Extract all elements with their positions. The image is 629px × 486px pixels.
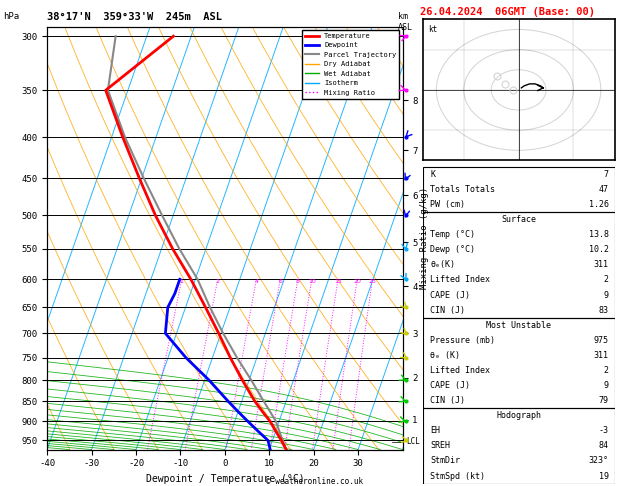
Text: SREH: SREH <box>430 441 450 451</box>
Text: 311: 311 <box>594 260 609 269</box>
Text: © weatheronline.co.uk: © weatheronline.co.uk <box>266 477 363 486</box>
Text: 79: 79 <box>599 396 609 405</box>
Text: 13.8: 13.8 <box>589 230 609 239</box>
Bar <box>423 212 615 318</box>
Text: km
ASL: km ASL <box>398 12 413 32</box>
Text: 4: 4 <box>254 279 259 284</box>
Text: 9: 9 <box>604 381 609 390</box>
Bar <box>423 408 615 484</box>
Text: θₑ(K): θₑ(K) <box>430 260 455 269</box>
Text: 47: 47 <box>599 185 609 194</box>
Text: 2: 2 <box>604 276 609 284</box>
Text: 8: 8 <box>296 279 300 284</box>
Text: Lifted Index: Lifted Index <box>430 276 491 284</box>
Text: CAPE (J): CAPE (J) <box>430 381 470 390</box>
Text: 25: 25 <box>369 279 376 284</box>
Text: CIN (J): CIN (J) <box>430 306 465 314</box>
Text: 26.04.2024  06GMT (Base: 00): 26.04.2024 06GMT (Base: 00) <box>420 7 595 17</box>
Text: 10: 10 <box>308 279 316 284</box>
Text: 83: 83 <box>599 306 609 314</box>
Text: 10.2: 10.2 <box>589 245 609 254</box>
Text: 1.26: 1.26 <box>589 200 609 209</box>
Text: 38°17'N  359°33'W  245m  ASL: 38°17'N 359°33'W 245m ASL <box>47 12 222 22</box>
Text: StmDir: StmDir <box>430 456 460 466</box>
Text: 19: 19 <box>599 471 609 481</box>
Text: 1: 1 <box>180 279 184 284</box>
Text: 311: 311 <box>594 351 609 360</box>
X-axis label: Dewpoint / Temperature (°C): Dewpoint / Temperature (°C) <box>145 474 304 484</box>
Text: K: K <box>430 170 435 179</box>
Text: LCL: LCL <box>406 437 420 446</box>
Text: Surface: Surface <box>501 215 536 224</box>
Text: 7: 7 <box>604 170 609 179</box>
Text: kt: kt <box>428 25 437 35</box>
Text: Hodograph: Hodograph <box>496 411 541 420</box>
Text: Most Unstable: Most Unstable <box>486 321 551 330</box>
Text: StmSpd (kt): StmSpd (kt) <box>430 471 486 481</box>
Text: 20: 20 <box>353 279 361 284</box>
Text: -3: -3 <box>599 426 609 435</box>
Text: EH: EH <box>430 426 440 435</box>
Legend: Temperature, Dewpoint, Parcel Trajectory, Dry Adiabat, Wet Adiabat, Isotherm, Mi: Temperature, Dewpoint, Parcel Trajectory… <box>302 30 399 99</box>
Text: CIN (J): CIN (J) <box>430 396 465 405</box>
Text: 15: 15 <box>334 279 342 284</box>
Text: 2: 2 <box>604 366 609 375</box>
Text: Totals Totals: Totals Totals <box>430 185 496 194</box>
Text: 84: 84 <box>599 441 609 451</box>
Text: hPa: hPa <box>3 12 19 21</box>
Text: Dewp (°C): Dewp (°C) <box>430 245 476 254</box>
Y-axis label: Mixing Ratio (g/kg): Mixing Ratio (g/kg) <box>420 187 430 289</box>
Bar <box>423 318 615 408</box>
Bar <box>423 167 615 212</box>
Text: Lifted Index: Lifted Index <box>430 366 491 375</box>
Text: Temp (°C): Temp (°C) <box>430 230 476 239</box>
Text: 323°: 323° <box>589 456 609 466</box>
Text: 9: 9 <box>604 291 609 299</box>
Text: 6: 6 <box>278 279 282 284</box>
Text: CAPE (J): CAPE (J) <box>430 291 470 299</box>
Text: θₑ (K): θₑ (K) <box>430 351 460 360</box>
Text: 2: 2 <box>216 279 220 284</box>
Text: Pressure (mb): Pressure (mb) <box>430 336 496 345</box>
Text: PW (cm): PW (cm) <box>430 200 465 209</box>
Text: 975: 975 <box>594 336 609 345</box>
